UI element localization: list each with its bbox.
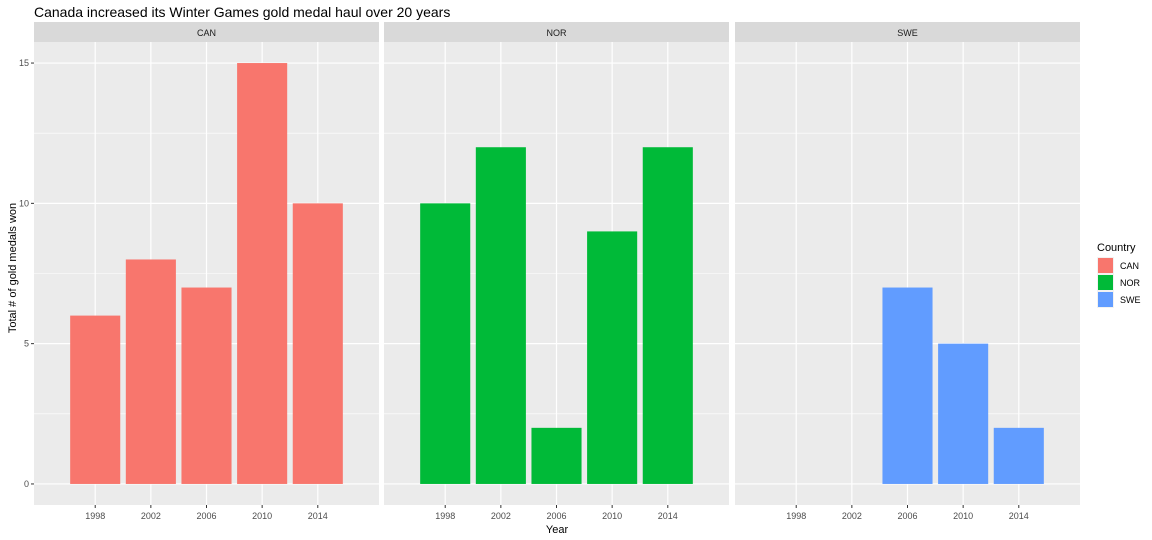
legend-key-swe [1098, 292, 1113, 307]
facet-swe: SWE 1998 2002 2006 2010 2014 [735, 22, 1080, 521]
legend-label-swe: SWE [1120, 295, 1141, 305]
legend-title: Country [1097, 242, 1136, 254]
facet-strip [384, 22, 729, 42]
legend-key-can [1098, 258, 1113, 273]
x-tick-label: 2014 [1009, 511, 1029, 521]
facet-can: CAN 1998 2002 2006 2010 2014 0 5 10 15 [19, 22, 379, 521]
facet-strip [34, 22, 379, 42]
chart-title: Canada increased its Winter Games gold m… [34, 4, 450, 20]
bar-can-2002 [125, 259, 176, 484]
legend-key-nor [1098, 275, 1113, 290]
bar-nor-2014 [642, 147, 693, 484]
bar-swe-2010 [938, 343, 989, 484]
y-axis-title: Total # of gold medals won [7, 203, 19, 333]
x-tick-label: 2014 [658, 511, 678, 521]
facet-nor: NOR 1998 2002 2006 2010 2014 [384, 22, 729, 521]
x-tick-label: 2010 [953, 511, 973, 521]
bar-nor-2010 [587, 231, 638, 484]
x-tick-label: 2006 [196, 511, 216, 521]
x-tick-label: 2006 [897, 511, 917, 521]
bar-nor-2002 [475, 147, 526, 484]
x-tick-label: 1998 [85, 511, 105, 521]
bar-swe-2006 [882, 287, 933, 484]
bar-can-2006 [181, 287, 232, 484]
bar-swe-2014 [993, 427, 1044, 484]
y-tick-label: 5 [24, 339, 29, 349]
bar-nor-2006 [531, 427, 582, 484]
x-tick-label: 2014 [308, 511, 328, 521]
y-tick-label: 10 [19, 198, 29, 208]
x-tick-label: 1998 [786, 511, 806, 521]
facet-strip-label: CAN [197, 28, 216, 38]
x-tick-label: 2010 [602, 511, 622, 521]
x-tick-label: 1998 [435, 511, 455, 521]
y-tick-label: 0 [24, 479, 29, 489]
facet-strip-label: SWE [897, 28, 918, 38]
x-tick-label: 2002 [842, 511, 862, 521]
x-tick-label: 2010 [252, 511, 272, 521]
bar-can-2014 [292, 203, 343, 484]
y-tick-label: 15 [19, 58, 29, 68]
legend-label-can: CAN [1120, 261, 1139, 271]
x-tick-label: 2006 [546, 511, 566, 521]
bar-can-2010 [237, 63, 288, 484]
legend: Country CAN NOR SWE [1097, 242, 1141, 308]
legend-label-nor: NOR [1120, 278, 1141, 288]
bar-nor-1998 [420, 203, 471, 484]
facet-strip [735, 22, 1080, 42]
facet-strip-label: NOR [547, 28, 568, 38]
x-axis-title: Year [546, 524, 569, 536]
x-tick-label: 2002 [491, 511, 511, 521]
x-tick-label: 2002 [141, 511, 161, 521]
bar-can-1998 [70, 315, 121, 484]
facet-panels: CAN 1998 2002 2006 2010 2014 0 5 10 15 NOR 1998 2002… [19, 22, 1080, 521]
